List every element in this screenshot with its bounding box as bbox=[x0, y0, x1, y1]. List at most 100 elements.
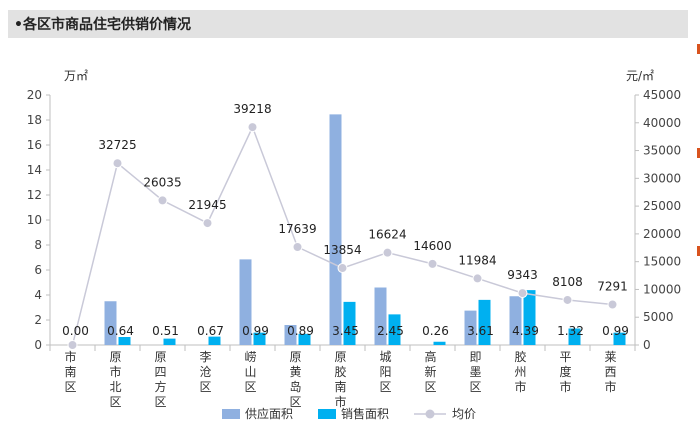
price-point bbox=[337, 263, 348, 274]
category-label: 崂山区 bbox=[244, 350, 256, 394]
left-tick-label: 0 bbox=[34, 338, 42, 352]
sales-value-label: 2.45 bbox=[377, 324, 404, 338]
left-axis-unit: 万㎡ bbox=[64, 69, 88, 83]
legend-label-price: 均价 bbox=[452, 407, 476, 421]
right-tick-label: 25000 bbox=[643, 199, 681, 213]
sales-value-label: 0.99 bbox=[602, 324, 629, 338]
sales-value-label: 3.45 bbox=[332, 324, 359, 338]
sales-bar bbox=[388, 314, 401, 345]
price-value-label: 32725 bbox=[98, 138, 136, 152]
price-point bbox=[292, 242, 303, 253]
left-tick-label: 18 bbox=[27, 113, 42, 127]
sales-bar bbox=[478, 299, 491, 345]
right-tick-label: 10000 bbox=[643, 282, 681, 296]
price-value-label: 21945 bbox=[188, 198, 226, 212]
supply-bar bbox=[509, 296, 522, 345]
price-value-label: 7291 bbox=[597, 279, 628, 293]
category-label: 市南区 bbox=[64, 349, 76, 394]
price-value-label: 9343 bbox=[507, 268, 538, 282]
section-header-bar bbox=[8, 10, 688, 38]
side-accent-mark bbox=[697, 246, 700, 256]
category-label: 城阳区 bbox=[379, 350, 391, 394]
category-label: 莱西市 bbox=[604, 350, 616, 394]
price-point bbox=[562, 294, 573, 305]
left-tick-label: 20 bbox=[27, 88, 42, 102]
left-tick-label: 6 bbox=[34, 263, 42, 277]
category-label: 平度市 bbox=[559, 350, 571, 394]
price-value-label: 14600 bbox=[413, 239, 451, 253]
price-point bbox=[472, 273, 483, 284]
sales-value-label: 0.26 bbox=[422, 324, 449, 338]
right-tick-label: 20000 bbox=[643, 227, 681, 241]
sales-bar bbox=[523, 290, 536, 345]
supply-bar bbox=[239, 259, 252, 345]
price-point bbox=[112, 158, 123, 169]
price-value-label: 17639 bbox=[278, 222, 316, 236]
right-tick-label: 0 bbox=[643, 338, 651, 352]
right-tick-label: 40000 bbox=[643, 116, 681, 130]
category-label: 原四方区 bbox=[154, 350, 166, 409]
sales-value-label: 0.00 bbox=[62, 324, 89, 338]
supply-bar bbox=[329, 114, 342, 345]
left-tick-label: 10 bbox=[27, 213, 42, 227]
category-label: 胶州市 bbox=[514, 349, 526, 394]
price-point bbox=[202, 218, 213, 229]
price-point bbox=[157, 195, 168, 206]
price-point bbox=[607, 299, 618, 310]
side-accent-mark bbox=[697, 44, 700, 54]
sales-value-label: 4.39 bbox=[512, 324, 539, 338]
right-tick-label: 45000 bbox=[643, 88, 681, 102]
sales-bar bbox=[568, 328, 581, 345]
legend-label-sales: 销售面积 bbox=[341, 406, 389, 421]
sales-value-label: 1.32 bbox=[557, 324, 584, 338]
legend-swatch-sales bbox=[318, 409, 336, 419]
left-tick-label: 8 bbox=[34, 238, 42, 252]
price-point bbox=[67, 340, 78, 350]
price-value-label: 16624 bbox=[368, 228, 406, 242]
side-accent-mark bbox=[697, 148, 700, 158]
price-point bbox=[247, 122, 258, 133]
sales-bar bbox=[118, 337, 131, 345]
price-value-label: 39218 bbox=[233, 102, 271, 116]
sales-bar bbox=[208, 336, 221, 345]
category-label: 原市北区 bbox=[109, 350, 121, 409]
sales-bar bbox=[163, 338, 176, 345]
supply-bar bbox=[464, 310, 477, 345]
price-point bbox=[382, 247, 393, 258]
sales-value-label: 0.64 bbox=[107, 324, 134, 338]
sales-bar bbox=[253, 332, 266, 345]
sales-value-label: 0.67 bbox=[197, 324, 224, 338]
sales-bar bbox=[433, 341, 446, 345]
sales-value-label: 0.89 bbox=[287, 324, 314, 338]
right-axis-unit: 元/㎡ bbox=[626, 69, 654, 83]
right-tick-label: 35000 bbox=[643, 144, 681, 158]
supply-bar bbox=[104, 301, 117, 345]
left-tick-label: 14 bbox=[27, 163, 42, 177]
legend-swatch-price-marker bbox=[425, 409, 435, 419]
left-tick-label: 16 bbox=[27, 138, 42, 152]
legend-swatch-supply bbox=[222, 409, 240, 419]
category-label: 即墨区 bbox=[469, 350, 481, 394]
right-tick-label: 30000 bbox=[643, 171, 681, 185]
legend-label-supply: 供应面积 bbox=[245, 406, 293, 421]
section-title: •各区市商品住宅供销价情况 bbox=[14, 17, 191, 33]
category-label: 高新区 bbox=[424, 349, 436, 394]
price-value-label: 11984 bbox=[458, 253, 496, 267]
category-label: 原胶南市 bbox=[334, 350, 346, 409]
price-point bbox=[517, 288, 528, 299]
category-label: 原黄岛区 bbox=[289, 350, 301, 409]
sales-bar bbox=[298, 333, 311, 345]
price-point bbox=[427, 258, 438, 269]
supply-bar bbox=[374, 287, 387, 345]
left-tick-label: 2 bbox=[34, 313, 42, 327]
category-label: 李沧区 bbox=[199, 349, 211, 394]
sales-bar bbox=[613, 332, 626, 345]
sales-value-label: 0.99 bbox=[242, 324, 269, 338]
sales-bar bbox=[343, 301, 356, 345]
sales-value-label: 3.61 bbox=[467, 324, 494, 338]
left-tick-label: 12 bbox=[27, 188, 42, 202]
price-value-label: 8108 bbox=[552, 275, 583, 289]
right-tick-label: 5000 bbox=[643, 310, 674, 324]
supply-bar bbox=[284, 325, 297, 345]
left-tick-label: 4 bbox=[34, 288, 42, 302]
